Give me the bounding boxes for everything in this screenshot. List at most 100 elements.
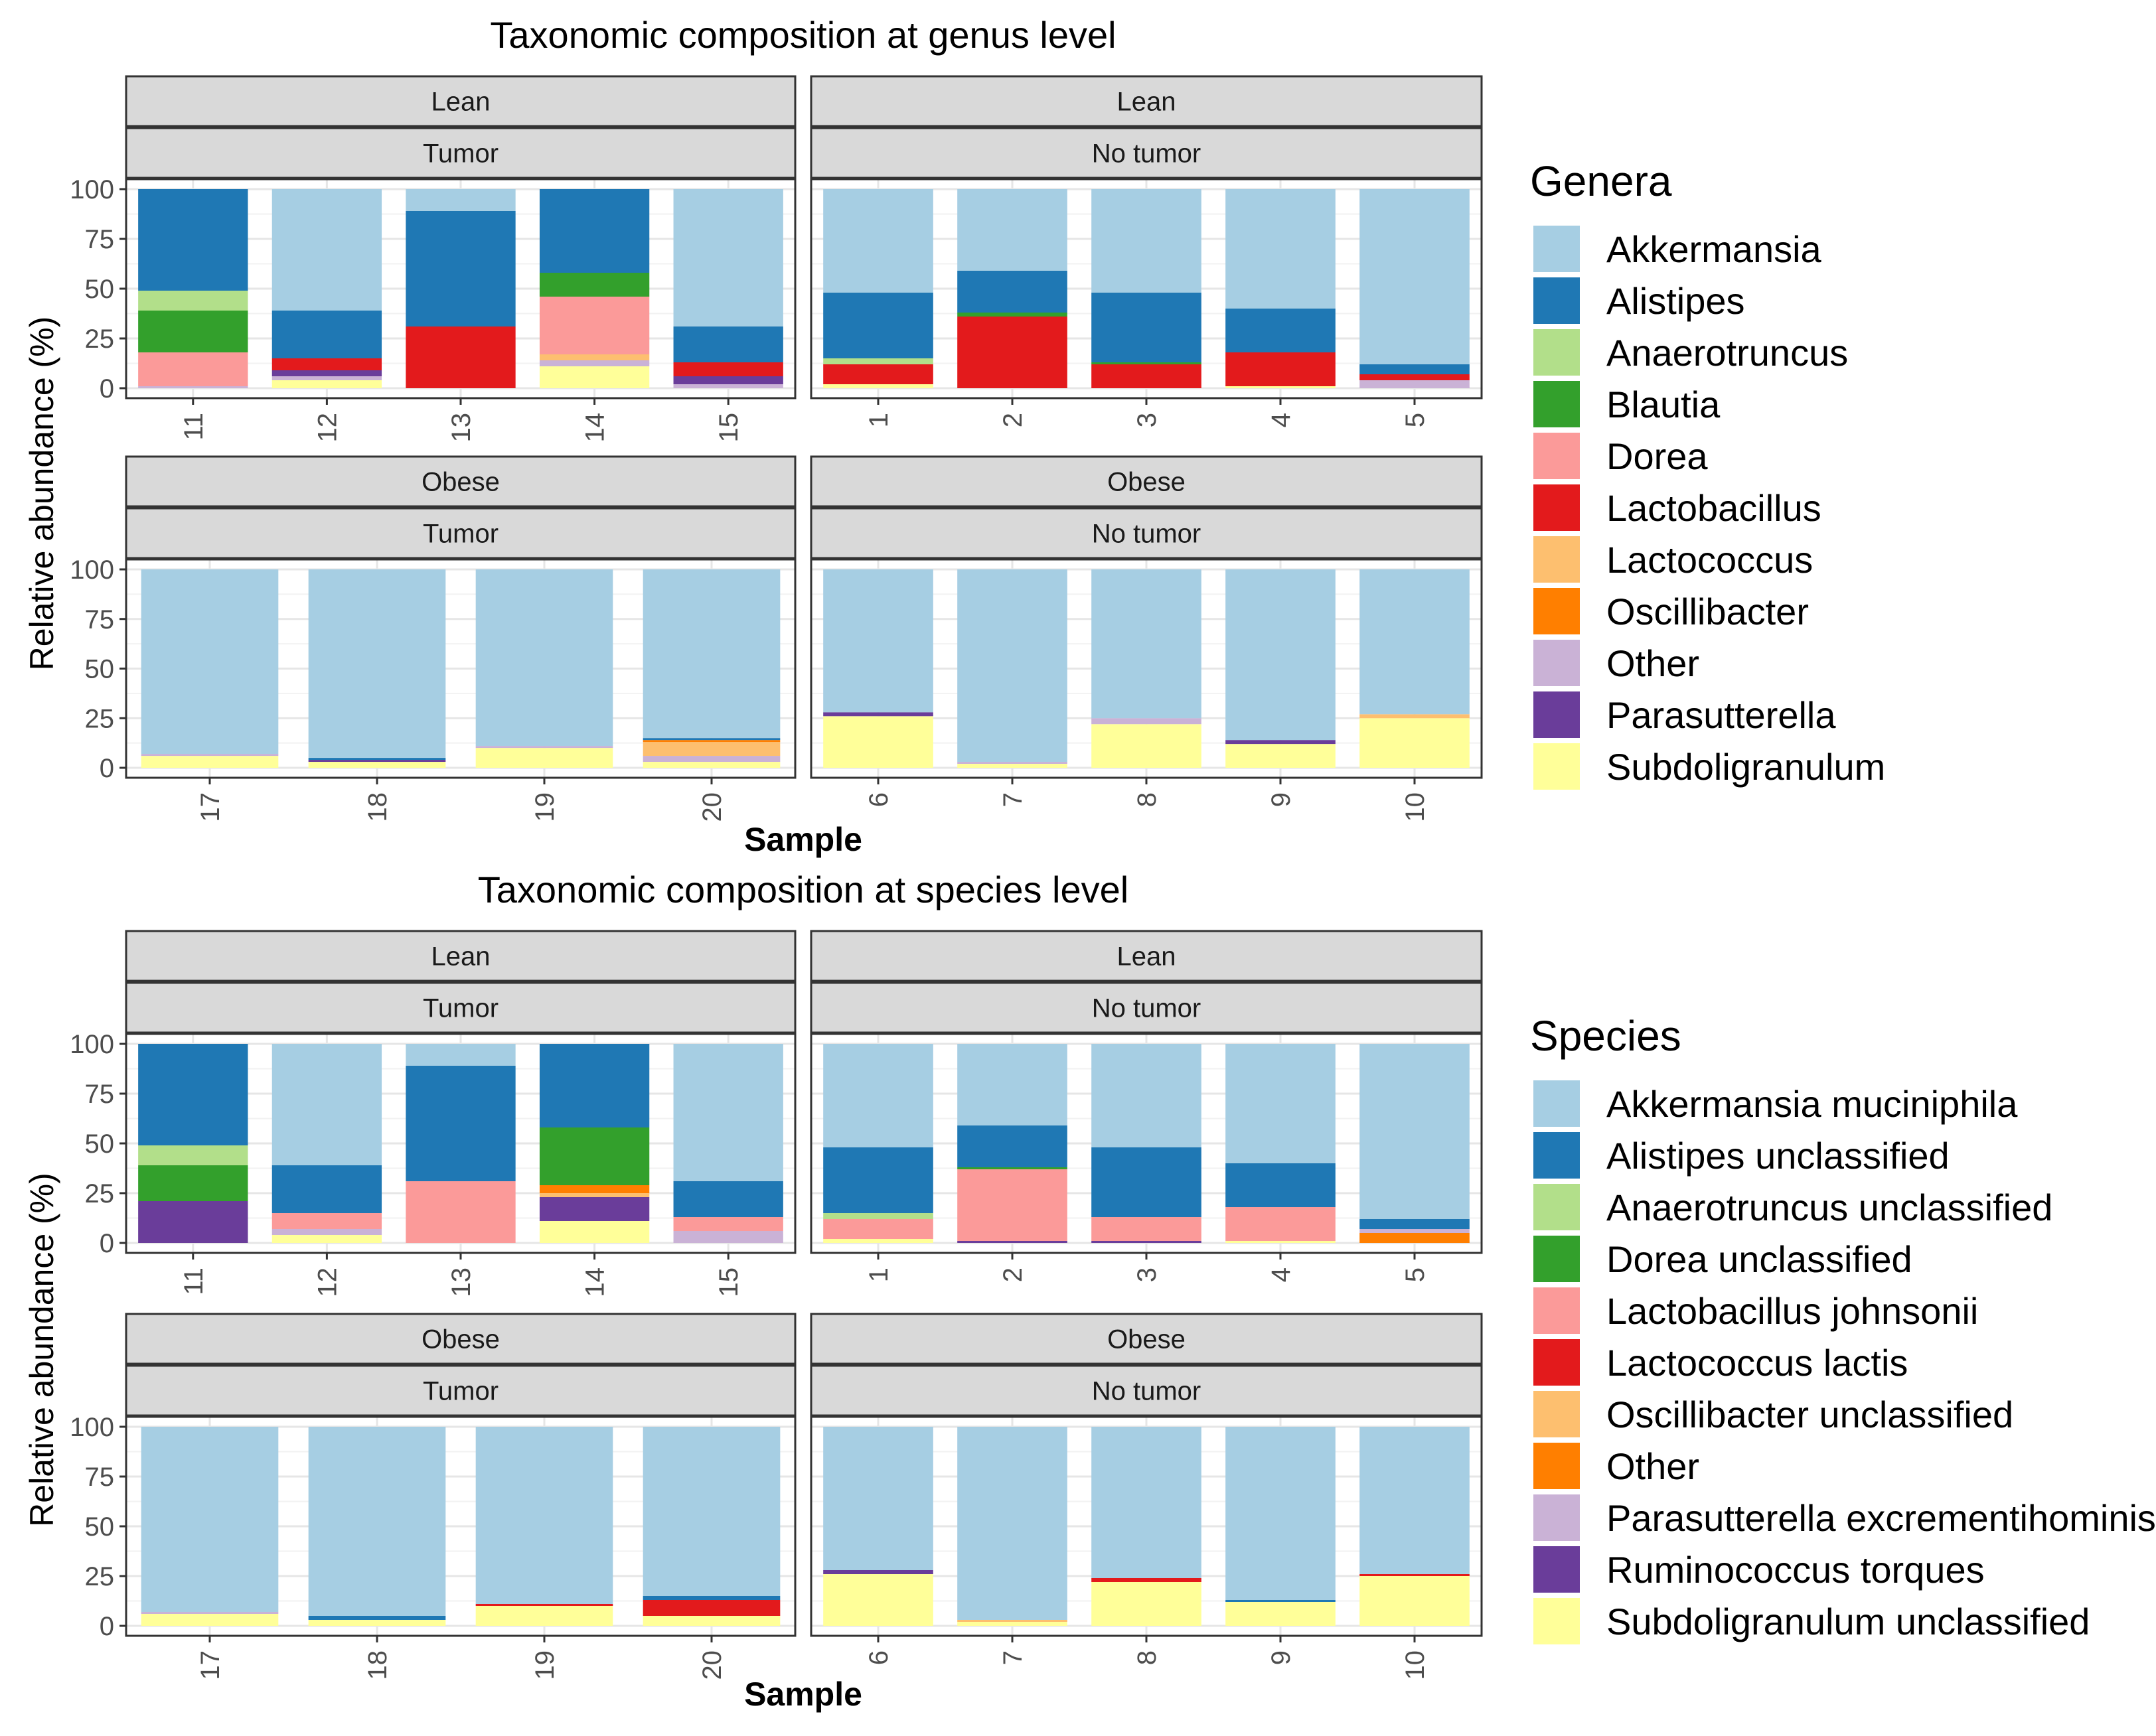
facet-strip-col [810, 507, 1483, 559]
bar-segment [1225, 740, 1336, 745]
bar-segment [1091, 362, 1201, 364]
legend-label: Parasutterella [1606, 694, 1836, 736]
bar-segment [1225, 1600, 1336, 1602]
bar-segment [406, 1181, 516, 1243]
legend-swatch [1533, 484, 1580, 531]
legend-label: Oscillibacter [1606, 591, 1809, 632]
bar-segment [1225, 1163, 1336, 1207]
y-tick-label: 25 [85, 1562, 115, 1591]
x-tick-label: 7 [998, 792, 1028, 807]
stacked-bar [1225, 569, 1336, 768]
bar-segment [1225, 189, 1336, 309]
bar-segment [673, 376, 783, 384]
bar-segment [475, 569, 613, 747]
facet-strip-label: Tumor [423, 994, 499, 1023]
x-tick-label: 7 [998, 1650, 1028, 1665]
bar-segment [141, 1612, 279, 1614]
bar-segment [643, 1616, 781, 1626]
facet-strip-row [125, 930, 797, 982]
legend-swatch [1533, 329, 1580, 376]
x-tick-label: 6 [864, 1650, 893, 1665]
bar-segment [1225, 569, 1336, 741]
x-tick-label: 13 [447, 413, 476, 443]
bar-segment [1091, 569, 1201, 719]
bar-segment [141, 569, 279, 755]
bar-segment [1091, 1427, 1201, 1578]
bar-segment [475, 1604, 613, 1606]
bar-segment [406, 211, 516, 326]
bar-segment [673, 1181, 783, 1217]
facet-strip-row [125, 1313, 797, 1365]
bar-segment [308, 569, 446, 759]
bar-segment [823, 1239, 933, 1243]
bar-segment [957, 313, 1067, 317]
x-tick-label: 14 [581, 1267, 610, 1297]
bar-segment [138, 386, 248, 388]
stacked-bar [1359, 1044, 1470, 1243]
x-tick-label: 4 [1267, 413, 1296, 427]
facet-strip-label: Obese [422, 1325, 500, 1354]
bar-segment [823, 1570, 933, 1574]
legend-swatch [1533, 1546, 1580, 1593]
bar-segment [271, 376, 382, 380]
facet-strip-label: Tumor [423, 1377, 499, 1406]
facet-panel: Obese No tumor 6 7 8 9 10 [810, 1313, 1483, 1680]
bar-segment [141, 1614, 279, 1626]
x-tick-label: 17 [196, 792, 225, 822]
bar-segment [643, 762, 781, 768]
bar-segment [957, 1044, 1067, 1125]
bar-segment [673, 189, 783, 326]
bar-segment [539, 1044, 650, 1127]
facet-strip-col [125, 507, 797, 559]
stacked-bar [141, 569, 279, 768]
stacked-bar [1225, 189, 1336, 388]
bar-segment [271, 311, 382, 358]
bar-segment [957, 762, 1067, 764]
bar-segment [1359, 189, 1470, 364]
bar-segment [1225, 744, 1336, 768]
stacked-bar [957, 569, 1067, 768]
facet-panel: Obese No tumor 6 7 8 9 10 [810, 455, 1483, 822]
stacked-bar [271, 189, 382, 388]
bar-segment [138, 1145, 248, 1165]
bar-segment [957, 1169, 1067, 1241]
chart-1: Taxonomic composition at genus level Lean… [23, 14, 1885, 858]
x-tick-label: 5 [1401, 413, 1430, 427]
y-tick-label: 25 [85, 1179, 115, 1208]
facet-strip-label: Tumor [423, 139, 499, 169]
facet-strip-label: Obese [1107, 1325, 1186, 1354]
bar-segment [957, 1427, 1067, 1620]
legend: Genera Akkermansia Alistipes Anaerotruncus B… [1530, 157, 1885, 790]
bar-segment [1225, 1241, 1336, 1243]
x-tick-label: 2 [998, 1267, 1028, 1282]
y-tick-label: 100 [70, 1413, 114, 1442]
legend-title: Genera [1530, 157, 1672, 205]
bar-segment [539, 1221, 650, 1243]
x-tick-label: 10 [1401, 1650, 1430, 1680]
bar-segment [271, 370, 382, 376]
legend-swatch [1533, 433, 1580, 479]
legend-label: Other [1606, 1445, 1699, 1487]
bar-segment [1091, 724, 1201, 768]
bar-segment [138, 352, 248, 386]
bar-segment [823, 1147, 933, 1213]
bar-segment [1225, 352, 1336, 386]
facet-strip-label: Obese [1107, 468, 1186, 497]
y-tick-label: 50 [85, 275, 115, 304]
bar-segment [643, 569, 781, 739]
stacked-bar [1225, 1427, 1336, 1626]
legend-swatch [1533, 536, 1580, 583]
bar-segment [1359, 380, 1470, 388]
legend-label: Alistipes [1606, 280, 1745, 322]
bar-segment [1359, 1219, 1470, 1229]
bar-segment [957, 1167, 1067, 1169]
facet-strip-col [125, 127, 797, 179]
stacked-bar [271, 1044, 382, 1243]
panel-border [810, 558, 1483, 779]
legend-label: Ruminococcus torques [1606, 1549, 1985, 1591]
stacked-bar [308, 569, 446, 768]
x-tick-label: 1 [864, 413, 893, 427]
y-axis-label: Relative abundance (%) [23, 1173, 60, 1527]
panel-border [810, 1033, 1483, 1254]
stacked-bar [957, 189, 1067, 388]
